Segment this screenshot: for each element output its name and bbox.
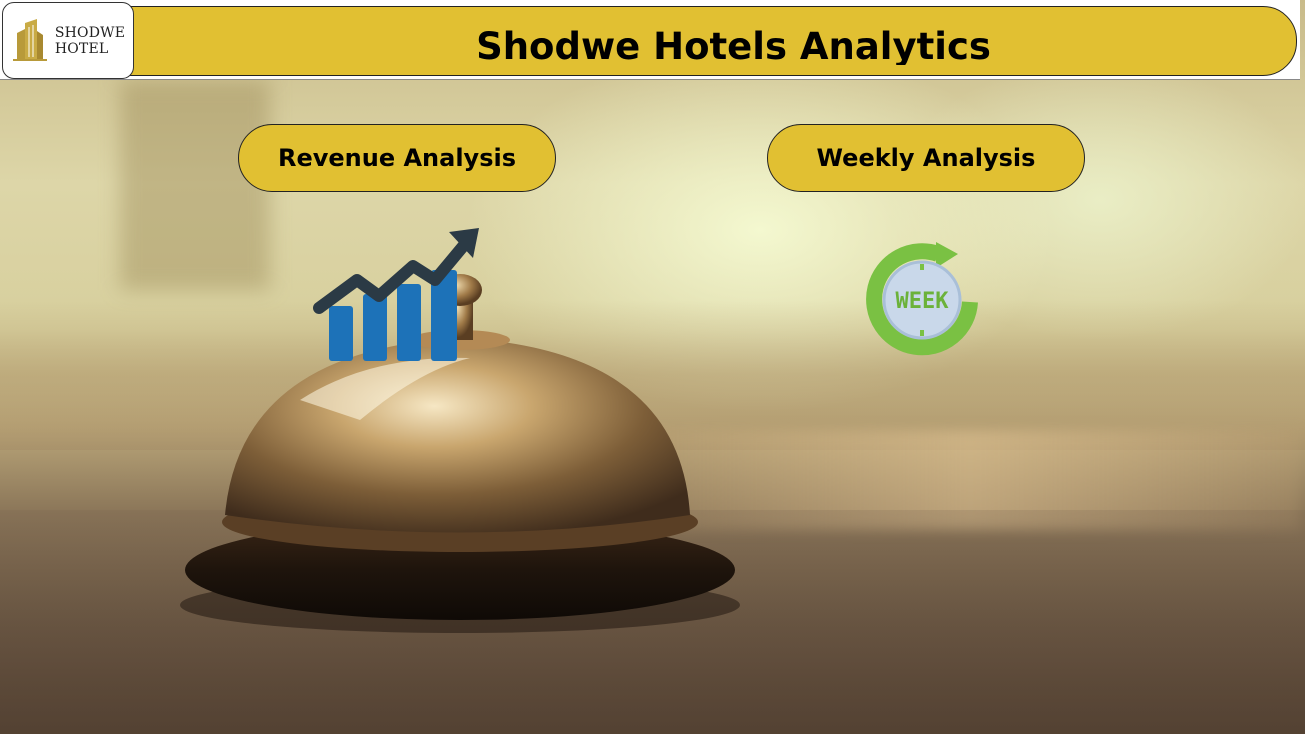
revenue-analysis-label: Revenue Analysis xyxy=(277,144,516,172)
hotel-logo: SHODWE HOTEL xyxy=(2,2,134,79)
hotel-building-icon xyxy=(12,18,47,61)
weekly-analysis-label: Weekly Analysis xyxy=(816,144,1036,172)
logo-line-1: SHODWE xyxy=(54,24,126,41)
weekly-analysis-button[interactable]: Weekly Analysis xyxy=(767,124,1085,192)
logo-line-2: HOTEL xyxy=(54,40,109,57)
revenue-analysis-button[interactable]: Revenue Analysis xyxy=(238,124,556,192)
title-banner: Shodwe Hotels Analytics xyxy=(110,6,1297,76)
service-bell-image xyxy=(180,274,740,633)
rising-bar-chart-icon[interactable] xyxy=(313,226,483,366)
week-cycle-icon[interactable]: WEEK xyxy=(858,232,998,362)
week-icon-text: WEEK xyxy=(896,289,950,314)
page-title: Shodwe Hotels Analytics xyxy=(476,25,991,65)
